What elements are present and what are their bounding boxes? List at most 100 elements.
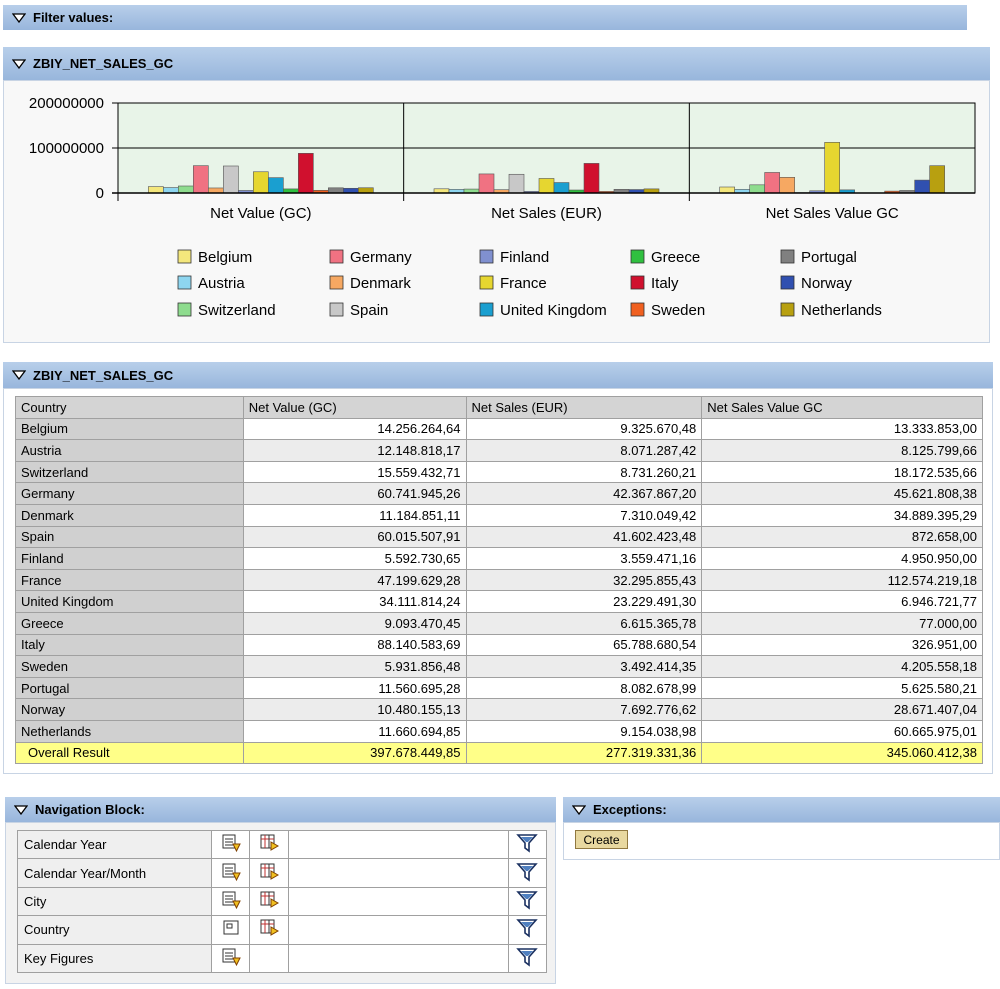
value-cell: 42.367.867,20 xyxy=(465,482,703,505)
table-header[interactable]: ZBIY_NET_SALES_GC xyxy=(3,362,993,388)
navigation-row: Key Figures xyxy=(17,943,548,973)
value-cell: 5.931.856,48 xyxy=(242,655,467,678)
data-row: Belgium 14.256.264,64 9.325.670,48 13.333.8… xyxy=(15,417,983,441)
action-icon[interactable] xyxy=(249,886,289,917)
value-cell: 8.731.260,21 xyxy=(465,460,703,484)
empty-cell xyxy=(287,858,509,888)
empty-cell xyxy=(249,943,289,973)
filter-header[interactable]: Filter values: xyxy=(3,5,967,30)
legend-swatch xyxy=(479,275,494,290)
action-icon[interactable] xyxy=(210,943,251,973)
action-icon[interactable] xyxy=(507,886,548,917)
row-label: Italy xyxy=(15,633,244,657)
y-tick-label: 200000000 xyxy=(29,95,104,112)
action-icon[interactable] xyxy=(210,829,251,860)
bar xyxy=(268,177,284,194)
bar xyxy=(779,176,795,194)
legend-label: Norway xyxy=(801,275,852,292)
legend-swatch xyxy=(630,302,645,317)
action-icon[interactable] xyxy=(507,858,548,888)
bar xyxy=(298,153,314,194)
navigation-title: Navigation Block: xyxy=(35,802,145,817)
value-cell: 60.741.945,26 xyxy=(242,482,467,505)
bar xyxy=(719,186,735,194)
bar xyxy=(208,187,224,194)
action-icon[interactable] xyxy=(507,829,548,860)
action-icon[interactable] xyxy=(507,915,548,945)
data-row: Denmark 11.184.851,11 7.310.049,42 34.889.3… xyxy=(15,503,983,527)
row-label: Denmark xyxy=(15,503,244,527)
row-label: France xyxy=(15,568,244,592)
row-label: Spain xyxy=(15,525,244,549)
data-row: Norway 10.480.155,13 7.692.776,62 28.671.40… xyxy=(15,698,983,721)
value-cell: 3.492.414,35 xyxy=(465,655,703,678)
data-row: Germany 60.741.945,26 42.367.867,20 45.621.… xyxy=(15,482,983,505)
navigation-table: Calendar Year Calendar Year/Month City Coun… xyxy=(17,829,548,973)
legend-label: Netherlands xyxy=(801,302,882,319)
x-tick-label: Net Value (GC) xyxy=(210,205,311,222)
result-cell: 345.060.412,38 xyxy=(701,741,983,765)
value-cell: 18.172.535,66 xyxy=(701,460,983,484)
row-label: Portugal xyxy=(15,676,244,700)
value-cell: 6.615.365,78 xyxy=(465,611,703,635)
y-tick-label: 100000000 xyxy=(29,140,104,157)
y-tick-label: 0 xyxy=(96,185,104,202)
data-row: Finland 5.592.730,65 3.559.471,16 4.950.950… xyxy=(15,547,983,570)
row-label: Germany xyxy=(15,482,244,505)
header-row: Country Net Value (GC) Net Sales (EUR) Net … xyxy=(15,396,983,419)
legend-label: Spain xyxy=(350,302,388,319)
action-icon[interactable] xyxy=(249,829,289,860)
legend-label: Sweden xyxy=(651,302,705,319)
create-button[interactable]: Create xyxy=(575,830,628,849)
value-cell: 9.154.038,98 xyxy=(465,719,703,743)
row-label: Switzerland xyxy=(15,460,244,484)
value-cell: 326.951,00 xyxy=(701,633,983,657)
result-label: Overall Result xyxy=(15,741,244,765)
x-tick-label: Net Sales (EUR) xyxy=(491,205,602,222)
row-label: Greece xyxy=(15,611,244,635)
value-cell: 77.000,00 xyxy=(701,611,983,635)
bar xyxy=(223,165,239,194)
value-cell: 28.671.407,04 xyxy=(701,698,983,721)
legend-label: Greece xyxy=(651,249,700,266)
characteristic-label: Calendar Year xyxy=(17,829,212,860)
legend-label: Denmark xyxy=(350,275,411,292)
bar xyxy=(538,178,555,194)
action-icon[interactable] xyxy=(249,915,289,945)
action-icon[interactable] xyxy=(210,915,251,945)
value-cell: 11.184.851,11 xyxy=(242,503,467,527)
value-cell: 8.071.287,42 xyxy=(465,439,703,462)
value-cell: 11.660.694,85 xyxy=(242,719,467,743)
value-cell: 47.199.629,28 xyxy=(242,568,467,592)
legend-swatch xyxy=(780,302,795,317)
bar xyxy=(914,179,930,194)
data-row: Greece 9.093.470,45 6.615.365,78 77.000,00 xyxy=(15,611,983,635)
legend-swatch xyxy=(780,275,795,290)
action-icon[interactable] xyxy=(507,943,548,973)
chart-header[interactable]: ZBIY_NET_SALES_GC xyxy=(3,47,990,80)
result-cell: 397.678.449,85 xyxy=(242,741,467,765)
data-row: Spain 60.015.507,91 41.602.423,48 872.658,0… xyxy=(15,525,983,549)
bar xyxy=(929,165,945,194)
value-cell: 872.658,00 xyxy=(701,525,983,549)
value-cell: 5.625.580,21 xyxy=(701,676,983,700)
value-cell: 34.889.395,29 xyxy=(701,503,983,527)
chart: 0 100000000 200000000 Net Value (GC) Net Sal… xyxy=(29,95,976,319)
exceptions-header[interactable]: Exceptions: xyxy=(563,797,1000,822)
legend-swatch xyxy=(630,275,645,290)
action-icon[interactable] xyxy=(210,858,251,888)
legend-swatch xyxy=(177,302,192,317)
row-label: United Kingdom xyxy=(15,590,244,613)
action-icon[interactable] xyxy=(210,886,251,917)
value-cell: 3.559.471,16 xyxy=(465,547,703,570)
toggle-icon xyxy=(12,58,26,69)
bar xyxy=(508,173,525,194)
navigation-row: City xyxy=(17,886,548,917)
bar xyxy=(148,186,164,194)
column-header: Net Sales Value GC xyxy=(701,396,983,419)
bar xyxy=(824,142,840,194)
results-table: Country Net Value (GC) Net Sales (EUR) Net … xyxy=(15,396,983,765)
value-cell: 14.256.264,64 xyxy=(242,417,467,441)
navigation-header[interactable]: Navigation Block: xyxy=(5,797,556,822)
action-icon[interactable] xyxy=(249,858,289,888)
